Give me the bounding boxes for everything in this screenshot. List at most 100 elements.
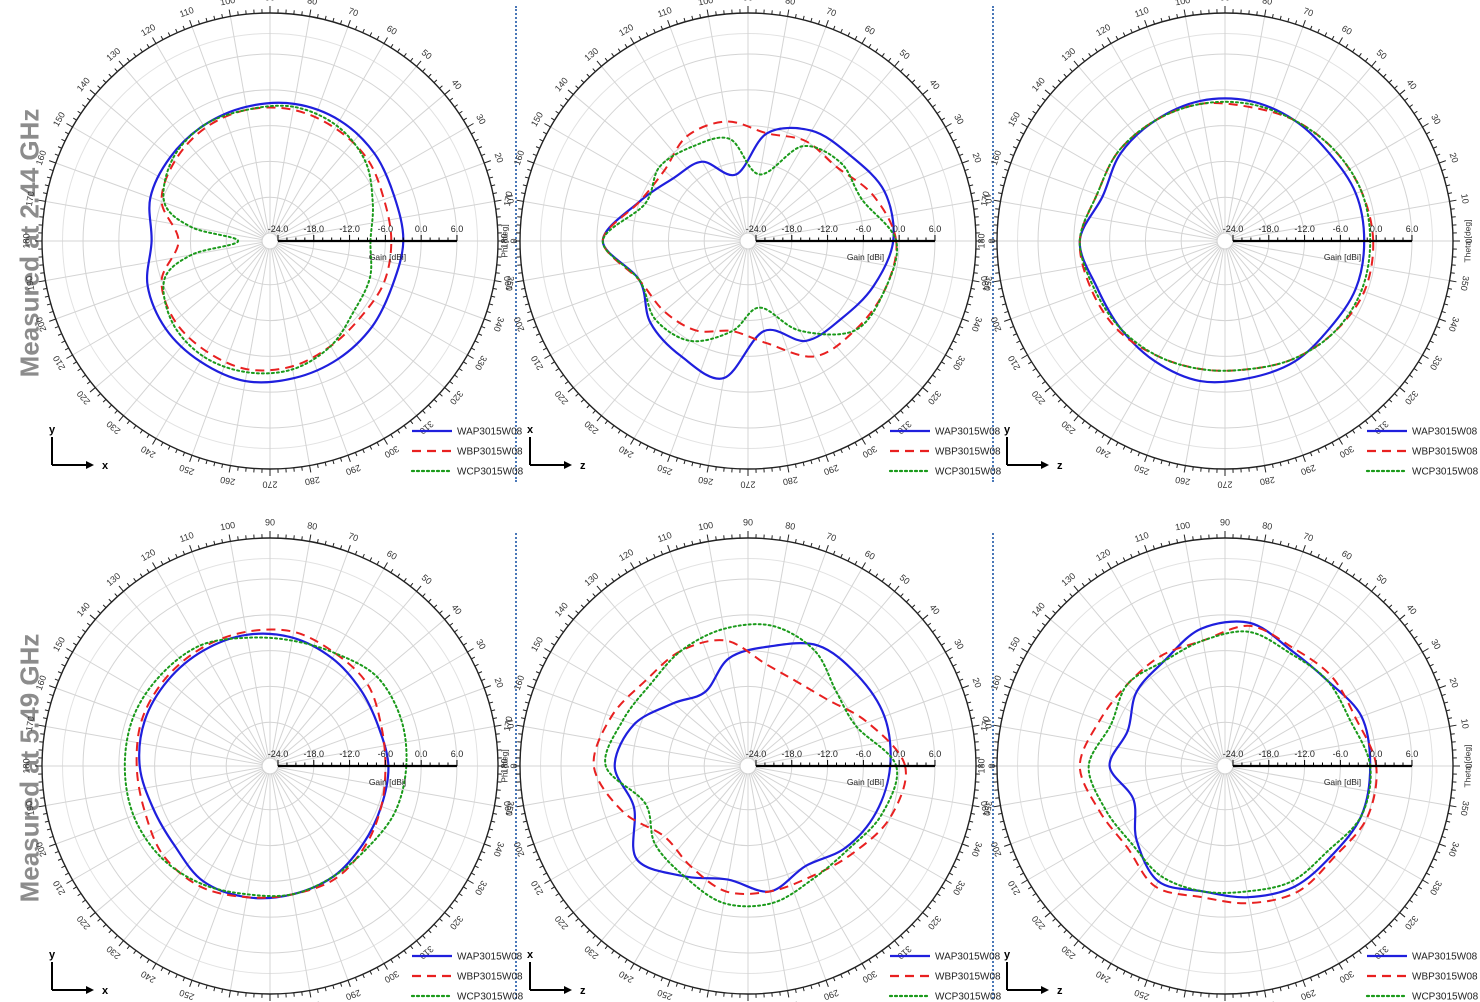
angle-tick-label: 30 xyxy=(474,637,488,651)
angle-tick-label: 210 xyxy=(529,354,545,372)
angle-tick xyxy=(82,629,86,633)
angle-tick xyxy=(433,399,438,403)
grid-spoke xyxy=(669,773,746,981)
angle-tick xyxy=(126,582,131,587)
angle-tick xyxy=(630,562,635,569)
grid-spoke xyxy=(1229,66,1372,236)
angle-tick xyxy=(237,11,239,16)
angle-tick xyxy=(1256,11,1258,16)
angle-tick xyxy=(1256,536,1258,541)
angle-tick xyxy=(1345,434,1349,439)
angle-tick xyxy=(44,295,49,298)
angle-tick xyxy=(840,974,843,979)
angle-tick xyxy=(653,449,656,454)
grid-spoke xyxy=(273,247,385,439)
angle-tick xyxy=(861,37,866,44)
grid-spoke xyxy=(1184,248,1225,466)
angle-tick xyxy=(64,131,69,135)
angle-tick xyxy=(309,9,312,17)
angle-tick xyxy=(1057,79,1062,83)
angle-tick xyxy=(362,449,365,454)
angle-tick xyxy=(189,980,193,987)
angle-tick xyxy=(969,820,974,823)
angle-tick xyxy=(1383,598,1387,603)
grid-spoke xyxy=(754,126,946,238)
angle-tick xyxy=(970,717,976,720)
angle-tick xyxy=(535,146,540,149)
angle-tick xyxy=(1377,935,1381,939)
angle-tick xyxy=(1176,988,1179,994)
angle-tick xyxy=(54,153,59,157)
angle-tick xyxy=(1413,110,1418,114)
angle-tick xyxy=(1450,733,1455,735)
angle-tick-label: 200 xyxy=(512,841,527,859)
angle-tick-label: 250 xyxy=(656,988,674,1002)
angle-tick xyxy=(439,393,443,397)
angle-tick-label: 240 xyxy=(617,444,635,460)
series-line-WCP3015W08 xyxy=(1078,100,1372,372)
angle-tick xyxy=(887,945,892,950)
angle-tick xyxy=(1009,678,1014,682)
grid-spoke xyxy=(1184,541,1225,759)
angle-tick xyxy=(567,387,574,393)
angle-tick xyxy=(484,843,491,847)
angle-tick xyxy=(1449,724,1457,727)
angle-tick xyxy=(49,310,54,314)
angle-tick xyxy=(1446,184,1451,187)
grid-spoke xyxy=(55,243,263,320)
legend-label: WCP3015W08 xyxy=(1412,467,1479,478)
series-line-WBP3015W08 xyxy=(601,120,898,358)
angle-tick xyxy=(624,43,628,48)
angle-tick xyxy=(706,990,709,998)
angle-tick xyxy=(964,835,969,839)
angle-tick xyxy=(1264,534,1267,542)
angle-tick xyxy=(691,987,694,992)
angle-tick-label: 130 xyxy=(104,46,122,63)
angle-tick-label: 120 xyxy=(1094,547,1112,563)
grid-spoke xyxy=(1146,551,1223,759)
angle-tick xyxy=(383,37,388,44)
angle-tick-label: 110 xyxy=(178,5,195,19)
grid-spoke xyxy=(1229,771,1372,941)
angle-tick xyxy=(524,828,529,831)
angle-tick xyxy=(544,354,551,359)
angle-tick-label: 10 xyxy=(982,718,994,730)
angle-tick xyxy=(911,604,916,608)
angle-tick-label: 250 xyxy=(1133,463,1151,478)
angle-tick-label: 320 xyxy=(448,389,465,407)
angle-tick xyxy=(1444,303,1449,306)
angle-tick-label: 20 xyxy=(971,676,984,689)
angle-tick xyxy=(1302,20,1306,27)
grid-spoke xyxy=(550,651,742,763)
grid-spoke xyxy=(523,241,741,282)
angle-tick xyxy=(416,415,422,422)
angle-tick xyxy=(1115,35,1119,40)
angle-tick-label: 60 xyxy=(385,548,399,562)
grid-spoke xyxy=(755,241,973,282)
angle-tick xyxy=(1137,977,1141,982)
angle-tick xyxy=(560,899,564,903)
angle-tick xyxy=(1352,954,1356,959)
angle-tick xyxy=(854,560,858,565)
angle-tick-label: 330 xyxy=(951,354,967,372)
angle-tick xyxy=(182,452,186,457)
angle-tick xyxy=(339,457,343,462)
angle-tick xyxy=(575,918,579,922)
angle-tick xyxy=(1388,399,1393,403)
angle-tick xyxy=(1063,404,1067,409)
angle-tick xyxy=(1012,671,1017,674)
angle-tick xyxy=(471,131,476,135)
angle-tick xyxy=(38,805,46,808)
angle-tick xyxy=(301,11,303,16)
angle-tick xyxy=(1144,455,1148,462)
angle-tick xyxy=(40,733,45,735)
angle-tick xyxy=(77,635,82,639)
angle-tick xyxy=(604,420,609,425)
angle-tick xyxy=(997,812,1003,815)
angle-tick-label: 40 xyxy=(1405,602,1419,616)
angle-tick xyxy=(428,598,432,603)
grid-spoke xyxy=(229,248,270,466)
angle-tick xyxy=(1176,463,1179,469)
angle-tick xyxy=(1364,57,1369,62)
angle-tick-label: 130 xyxy=(104,571,122,588)
